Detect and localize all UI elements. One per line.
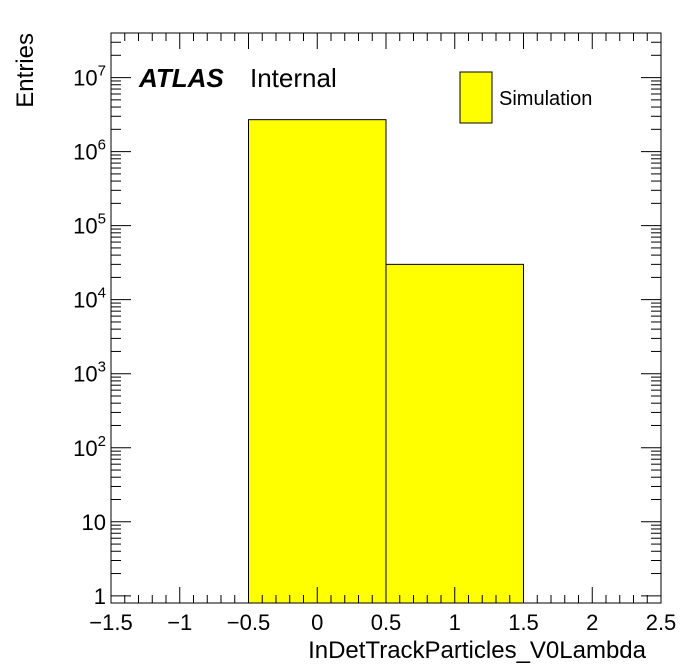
internal-label: Internal bbox=[250, 63, 337, 93]
x-tick-label: 0.5 bbox=[371, 610, 402, 635]
legend-swatch bbox=[459, 71, 493, 124]
y-tick-label: 104 bbox=[73, 285, 106, 313]
x-tick-label: 2.5 bbox=[646, 610, 677, 635]
y-tick-label: 107 bbox=[73, 63, 106, 91]
tick-labels: −1.5 −1 −0.5 0 0.5 1 1.5 2 2.5 1 10 102 103 104 105 106… bbox=[73, 63, 676, 635]
x-tick-label: 1.5 bbox=[508, 610, 539, 635]
y-tick-label: 103 bbox=[73, 359, 106, 387]
x-tick-label: −0.5 bbox=[227, 610, 270, 635]
y-tick-label: 102 bbox=[73, 433, 106, 461]
legend-label: Simulation bbox=[499, 88, 592, 110]
bars-layer bbox=[248, 119, 524, 604]
x-tick-label: 1 bbox=[449, 610, 461, 635]
x-axis-title: InDetTrackParticles_V0Lambda bbox=[308, 637, 647, 664]
y-tick-label: 105 bbox=[73, 211, 106, 239]
histogram-bar-1 bbox=[385, 263, 524, 604]
x-tick-label: −1 bbox=[167, 610, 192, 635]
y-axis-title: Entries bbox=[12, 33, 39, 108]
y-tick-label: 10 bbox=[82, 510, 106, 535]
y-tick-label: 1 bbox=[94, 584, 106, 609]
histogram-bar-0 bbox=[248, 119, 387, 604]
atlas-label: ATLAS bbox=[138, 63, 224, 93]
x-tick-label: 2 bbox=[586, 610, 598, 635]
axis-ticks bbox=[110, 32, 662, 603]
legend: Simulation bbox=[459, 71, 592, 124]
y-tick-label: 106 bbox=[73, 137, 106, 165]
x-tick-label: −1.5 bbox=[89, 610, 132, 635]
x-tick-label: 0 bbox=[311, 610, 323, 635]
